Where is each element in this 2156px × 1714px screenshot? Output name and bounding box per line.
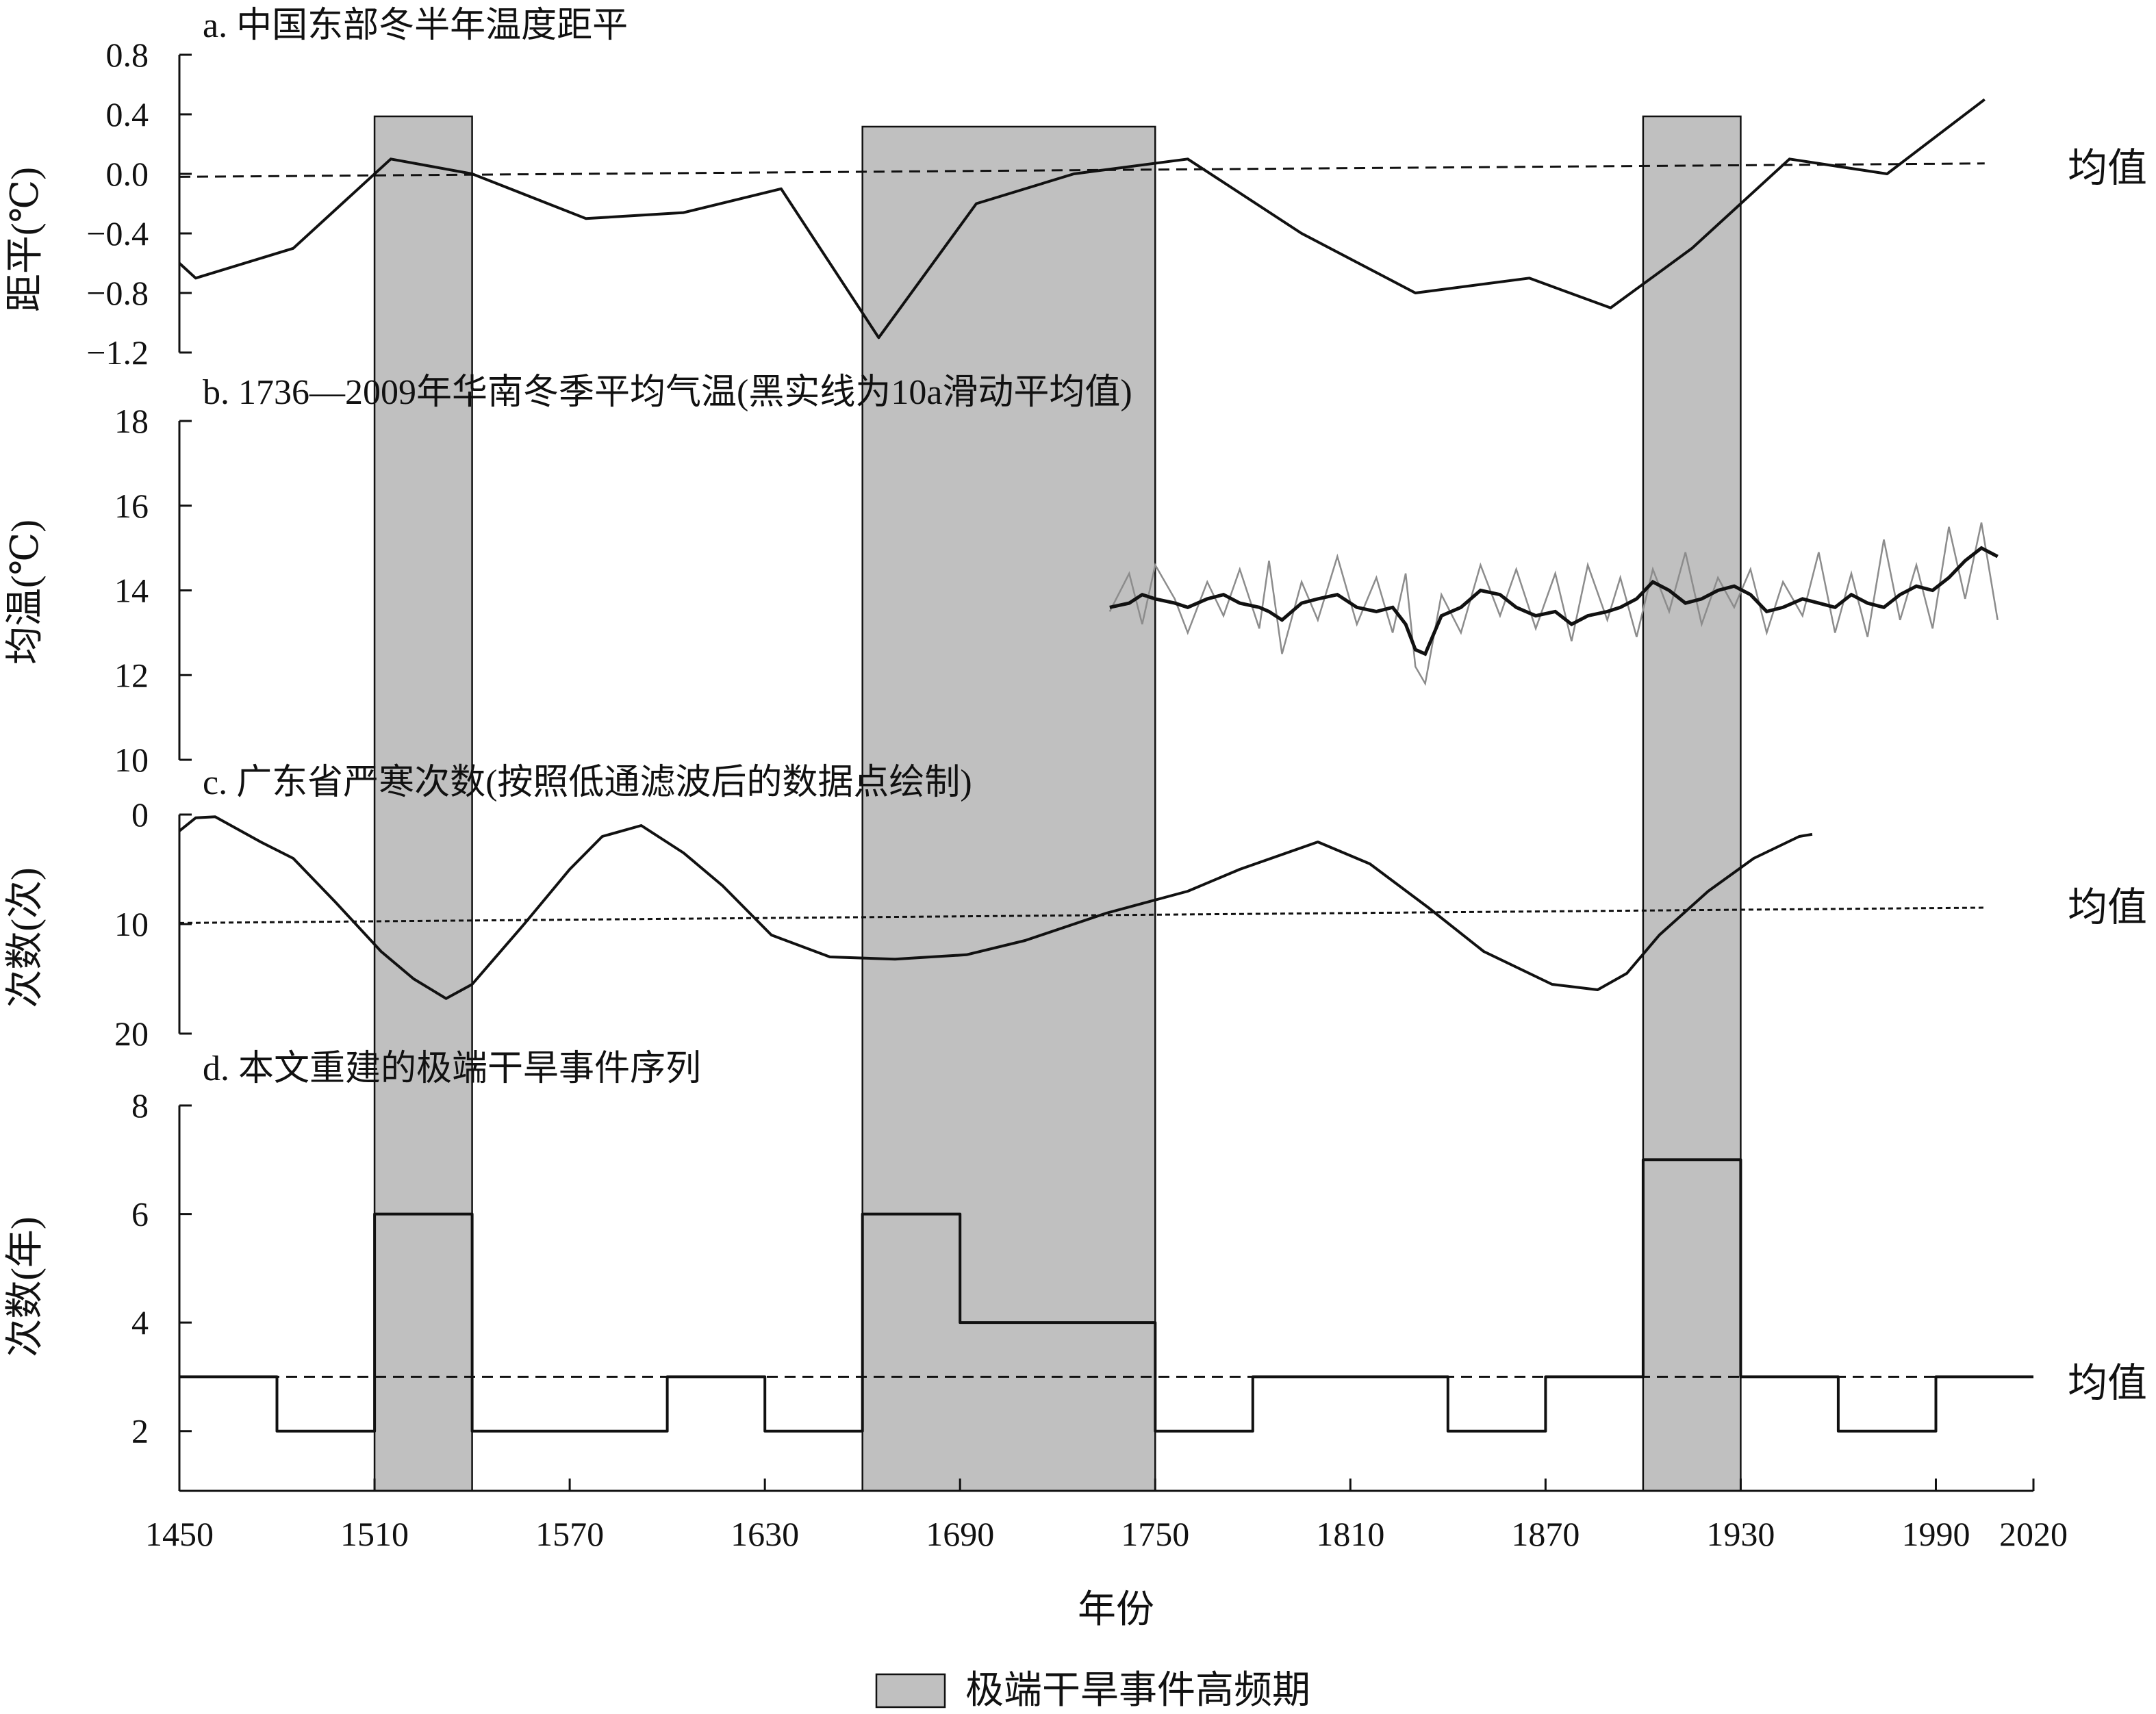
x-tick-label: 1510 — [340, 1515, 409, 1553]
panel-a-y-tick-label: 0.8 — [106, 36, 149, 74]
panel-c-title: c. 广东省严寒次数(按照低通滤波后的数据点绘制) — [203, 763, 972, 802]
drought-period-2 — [861, 125, 1156, 1492]
panel-a-y-tick-label: 0.4 — [106, 95, 149, 133]
panel-d-y-tick-label: 6 — [131, 1195, 149, 1233]
x-tick-label: 1990 — [1901, 1515, 1970, 1553]
panel-a-mean-label: 均值 — [2068, 146, 2147, 190]
panel-b-title: b. 1736—2009年华南冬季平均气温(黑实线为10a滑动平均值) — [203, 373, 1132, 412]
panel-b-y-tick-label: 16 — [114, 487, 149, 525]
panel-b-ylabel: 均温(℃) — [4, 520, 47, 665]
panel-d-ylabel: 次数(年) — [4, 1216, 47, 1357]
x-axis-title: 年份 — [1078, 1589, 1154, 1631]
drought-shading-layer — [373, 115, 1742, 1492]
panel-c-mean-label: 均值 — [2068, 885, 2147, 930]
x-tick-label: 1810 — [1316, 1515, 1384, 1553]
panel-c-cold-count-line — [178, 815, 1813, 1000]
panel-a-mean-line — [179, 162, 1985, 178]
panel-d-y-tick-label: 4 — [131, 1303, 149, 1342]
panel-a-y-tick-label: 0.0 — [106, 155, 149, 193]
x-tick-label: 1750 — [1121, 1515, 1189, 1553]
panel-b-raw-line — [1108, 522, 1999, 687]
x-tick-label: 1690 — [926, 1515, 994, 1553]
panel-a-anomaly-line — [178, 98, 1986, 340]
panel-b-y-tick-label: 10 — [114, 741, 149, 779]
legend-label: 极端干旱事件高频期 — [965, 1670, 1310, 1712]
drought-period-3 — [1642, 115, 1742, 1492]
series-layer — [178, 98, 2033, 1433]
panel-b-y-tick-label: 12 — [114, 656, 149, 694]
x-tick-label: 1870 — [1511, 1515, 1580, 1553]
panel-c-ylabel: 次数(次) — [4, 867, 47, 1008]
panel-b-smoothed-line — [1109, 546, 1999, 656]
panel-a-y-tick-label: −0.8 — [86, 274, 149, 312]
legend: 极端干旱事件高频期 — [875, 1670, 1310, 1712]
panel-a-y-tick-label: −0.4 — [86, 214, 149, 253]
panel-b-y-tick-label: 18 — [114, 402, 149, 440]
panel-c-y-tick-label: 20 — [114, 1014, 149, 1053]
x-tick-label: 1930 — [1706, 1515, 1775, 1553]
legend-swatch — [875, 1673, 946, 1709]
panel-a-ylabel: 距平(℃) — [4, 167, 47, 312]
panel-d-drought-step-line — [179, 1158, 2033, 1433]
panel-b-y-tick-label: 14 — [114, 572, 149, 610]
panel-d-mean-label: 均值 — [2068, 1361, 2147, 1405]
panel-a-y-tick-label: −1.2 — [86, 333, 149, 372]
panel-c-y-tick-label: 10 — [114, 905, 149, 943]
axes-layer: 0.8 0.4 0.0 −0.4 −0.8 −1.2 18 16 14 12 10 0 10 20 8 6 4 2… — [86, 36, 2068, 1553]
panel-d-y-tick-label: 2 — [131, 1412, 149, 1450]
drought-period-1 — [373, 115, 473, 1492]
panel-d-y-tick-label: 8 — [131, 1086, 149, 1125]
x-tick-label: 2020 — [1999, 1515, 2068, 1553]
panel-d-title: d. 本文重建的极端干旱事件序列 — [203, 1049, 701, 1088]
x-tick-label: 1450 — [145, 1515, 214, 1553]
x-tick-label: 1630 — [731, 1515, 799, 1553]
panel-c-mean-line — [179, 906, 1985, 924]
panel-a-title: a. 中国东部冬半年温度距平 — [203, 6, 628, 45]
x-tick-label: 1570 — [535, 1515, 604, 1553]
panel-c-y-tick-label: 0 — [131, 795, 149, 834]
